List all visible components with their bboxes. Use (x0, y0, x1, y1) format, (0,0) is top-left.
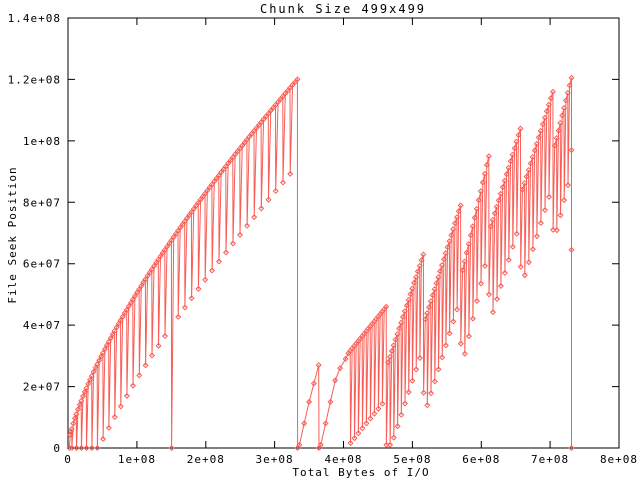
x-axis-title: Total Bytes of I/O (292, 466, 429, 479)
x-tick-label: 8e+08 (600, 453, 638, 466)
x-tick-label: 3e+08 (256, 453, 294, 466)
y-tick-label: 1.2e+08 (8, 73, 61, 86)
y-tick-label: 4e+07 (23, 319, 61, 332)
data-point-markers (66, 74, 575, 452)
x-tick-label: 0 (64, 453, 72, 466)
y-axis-title: File Seek Position (6, 166, 19, 303)
chart-title: Chunk Size 499x499 (260, 2, 426, 16)
x-tick-label: 5e+08 (393, 453, 431, 466)
x-tick-label: 1e+08 (118, 453, 156, 466)
x-tick-label: 6e+08 (462, 453, 500, 466)
data-series-line (68, 77, 572, 450)
x-tick-label: 4e+08 (324, 453, 362, 466)
x-tick-label: 2e+08 (187, 453, 225, 466)
y-tick-label: 6e+07 (23, 258, 61, 271)
y-tick-label: 1.4e+08 (8, 12, 61, 25)
plot-border (67, 17, 620, 449)
plot-area: 0 1e+08 2e+08 3e+08 4e+08 5e+08 6e+08 7e+08 8e+0… (8, 12, 638, 466)
x-tick-label: 7e+08 (531, 453, 569, 466)
y-tick-label: 8e+07 (23, 196, 61, 209)
y-tick-label: 1e+08 (23, 135, 61, 148)
y-tick-label: 2e+07 (23, 381, 61, 394)
y-tick-label: 0 (53, 442, 61, 455)
